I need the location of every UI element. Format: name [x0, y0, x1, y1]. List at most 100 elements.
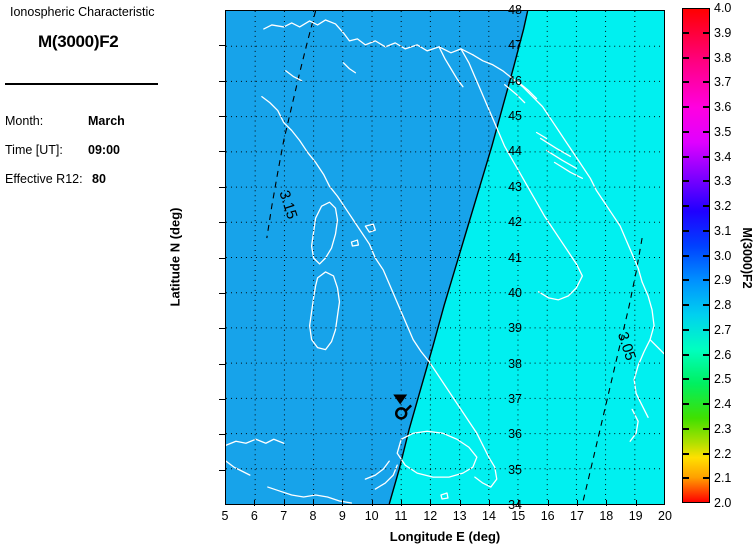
xtick-10: 10 [364, 509, 379, 523]
cbar-tick-right-3-1 [703, 229, 710, 232]
panel-divider [5, 83, 158, 85]
cbar-label-3-9: 3.9 [714, 25, 732, 40]
xtick-18: 18 [599, 509, 614, 523]
cbar-tick-right-2-7 [703, 328, 710, 331]
xtick-mark-13 [459, 500, 461, 506]
cbar-label-2-8: 2.8 [714, 298, 732, 312]
cbar-tick-right-2-6 [703, 353, 710, 356]
ytick-37: 37 [508, 391, 522, 406]
ytick-48: 48 [508, 3, 522, 17]
info-panel: Ionospheric Characteristic M(3000)F2 Mon… [0, 0, 210, 551]
cbar-tick-2-8 [682, 304, 689, 306]
ytick-47: 47 [508, 38, 522, 53]
xtick-6: 6 [250, 509, 258, 523]
xtick-mark-15 [518, 500, 520, 506]
cbar-tick-right-3-6 [703, 106, 710, 108]
plot-canvas: 3.15 3.05 [226, 11, 664, 504]
ytick-mark-43 [219, 186, 225, 188]
xtick-mark-9 [342, 500, 344, 506]
cbar-tick-2-7 [682, 328, 689, 331]
cbar-label-3-2: 3.2 [714, 199, 732, 213]
ytick-mark-46 [219, 80, 225, 82]
xtick-9: 9 [338, 509, 346, 523]
ytick-41: 41 [508, 250, 522, 265]
cbar-label-3-5: 3.5 [714, 124, 732, 139]
station-marker [393, 394, 413, 420]
xtick-11: 11 [394, 509, 408, 523]
xtick-12: 12 [423, 509, 438, 523]
xtick-mark-14 [489, 500, 490, 506]
xtick-mark-19 [635, 500, 637, 506]
xtick-mark-11 [401, 500, 402, 506]
cbar-tick-right-2-2 [703, 452, 710, 455]
cbar-tick-3-9 [682, 31, 689, 34]
cbar-tick-3-7 [682, 81, 689, 84]
plot-frame: 3.15 3.05 [225, 10, 665, 505]
r12-value: 80 [92, 172, 106, 186]
cbar-tick-3-5 [682, 130, 689, 133]
cbar-tick-right-2-8 [703, 304, 710, 306]
cbar-tick-2-2 [682, 452, 689, 455]
cbar-tick-right-2-5 [703, 378, 710, 381]
cbar-label-3-0: 3.0 [714, 248, 732, 263]
cbar-tick-right-3-0 [703, 254, 710, 257]
xtick-16: 16 [540, 509, 555, 523]
xtick-5: 5 [221, 509, 229, 523]
cbar-tick-right-2-4 [703, 403, 710, 405]
cbar-tick-2-4 [682, 403, 689, 405]
xtick-mark-7 [283, 500, 285, 506]
ytick-mark-45 [219, 116, 225, 118]
cbar-tick-3-4 [682, 155, 689, 158]
map-svg: 3.15 3.05 [226, 11, 664, 504]
ytick-43: 43 [508, 179, 522, 194]
xtick-7: 7 [280, 509, 288, 523]
xtick-20: 20 [658, 509, 672, 523]
cbar-label-2-9: 2.9 [714, 273, 732, 288]
cbar-label-2-6: 2.6 [714, 347, 732, 362]
cbar-tick-right-2-3 [703, 427, 710, 430]
cbar-tick-right-3-7 [703, 81, 710, 84]
ytick-mark-39 [219, 328, 225, 330]
cbar-tick-right-3-3 [703, 180, 710, 183]
xtick-mark-17 [577, 500, 578, 506]
cbar-tick-right-3-2 [703, 205, 710, 207]
xtick-8: 8 [309, 509, 317, 523]
cbar-tick-2-3 [682, 427, 689, 430]
cbar-tick-right-3-9 [703, 31, 710, 34]
cbar-tick-3-1 [682, 229, 689, 232]
cbar-tick-right-3-4 [703, 155, 710, 158]
cbar-tick-3-6 [682, 106, 689, 108]
month-value: March [88, 114, 125, 128]
month-label: Month: [5, 114, 44, 128]
cbar-label-2-0: 2.0 [714, 496, 732, 510]
contour-line-305 [581, 237, 643, 504]
xtick-mark-18 [606, 500, 608, 506]
xtick-mark-10 [371, 500, 373, 506]
cbar-tick-right-2-9 [703, 279, 710, 282]
cbar-tick-3-3 [682, 180, 689, 183]
cbar-label-2-4: 2.4 [714, 397, 732, 411]
ytick-45: 45 [508, 109, 522, 124]
cbar-label-3-1: 3.1 [714, 223, 732, 238]
cbar-tick-2-9 [682, 279, 689, 282]
field-east [389, 11, 664, 504]
cbar-tick-2-6 [682, 353, 689, 356]
cbar-label-2-7: 2.7 [714, 322, 732, 337]
xtick-13: 13 [452, 509, 467, 523]
ytick-36: 36 [508, 427, 522, 442]
cbar-tick-3-0 [682, 254, 689, 257]
ytick-mark-35 [219, 469, 225, 471]
cbar-tick-2-1 [682, 477, 689, 480]
ytick-38: 38 [508, 356, 522, 371]
xtick-mark-16 [547, 500, 549, 506]
ytick-mark-41 [219, 257, 225, 259]
xtick-14: 14 [482, 509, 496, 523]
cbar-label-2-3: 2.3 [714, 421, 732, 436]
ytick-mark-42 [219, 222, 225, 224]
xtick-19: 19 [628, 509, 643, 523]
cbar-label-2-5: 2.5 [714, 372, 732, 387]
y-axis-title: Latitude N (deg) [167, 207, 183, 307]
time-value: 09:00 [88, 143, 120, 157]
cbar-label-2-1: 2.1 [714, 471, 732, 486]
cbar-label-3-6: 3.6 [714, 100, 732, 114]
